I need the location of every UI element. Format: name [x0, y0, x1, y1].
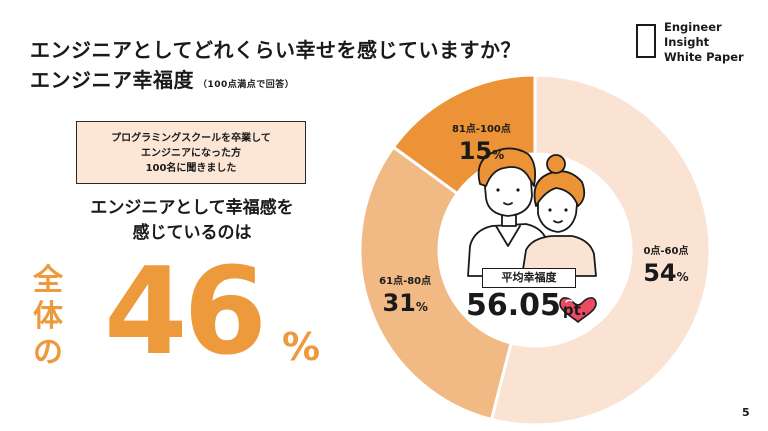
slice-value-number: 54 [643, 258, 677, 287]
slice-value-unit: % [676, 269, 689, 284]
slice-label-1: 0点-60点 54% [631, 245, 701, 291]
headline-prefix-char: の [33, 335, 63, 370]
logo-line-1: Engineer [664, 20, 722, 34]
slice-value-number: 31 [382, 288, 416, 317]
donut-slices [358, 73, 712, 427]
slide-subtitle: エンジニア幸福度 （100点満点で回答） [30, 64, 294, 93]
average-label-badge: 平均幸福度 [482, 268, 576, 288]
donut-slice-1 [489, 73, 712, 427]
headline-line-2: 感じているのは [132, 223, 252, 243]
survey-note-line-3: 100名に聞きました [145, 163, 237, 174]
slice-value: 31% [370, 289, 440, 321]
slice-category: 0点-60点 [643, 245, 689, 257]
headline-prefix-char: 体 [33, 299, 63, 334]
slice-value: 54% [631, 259, 701, 291]
headline-percentage-unit: % [282, 325, 321, 369]
slice-label-3: 81点-100点 15% [441, 123, 521, 169]
slice-value-unit: % [492, 147, 505, 162]
headline: エンジニアとして幸福感を 感じているのは [72, 196, 312, 246]
logo-frame-icon [636, 24, 656, 58]
average-unit: pt. [562, 301, 587, 319]
slice-label-2: 61点-80点 31% [370, 275, 440, 321]
logo-line-2: Insight [664, 35, 710, 49]
publication-logo: Engineer Insight White Paper [636, 20, 756, 70]
logo-text: Engineer Insight White Paper [664, 20, 744, 65]
survey-note-box: プログラミングスクールを卒業して エンジニアになった方 100名に聞きました [76, 121, 306, 184]
logo-line-3: White Paper [664, 50, 744, 64]
donut-slice-2 [358, 145, 513, 422]
headline-prefix: 全体の [30, 263, 66, 371]
slice-category: 81点-100点 [451, 123, 511, 135]
headline-prefix-char: 全 [33, 263, 63, 298]
slice-value-number: 15 [458, 136, 493, 165]
slice-value-unit: % [415, 299, 428, 314]
slice-value: 15% [441, 137, 521, 169]
subtitle-note: （100点満点で回答） [198, 80, 295, 90]
subtitle-text: エンジニア幸福度 [30, 68, 194, 92]
average-number: 56.05 [466, 288, 561, 323]
average-value: 56.05 pt. [466, 288, 587, 328]
slice-category: 61点-80点 [379, 275, 432, 287]
headline-percentage-value: 46 [104, 243, 267, 382]
donut-slice-3 [391, 73, 537, 196]
couple-illustration [467, 147, 597, 323]
headline-line-1: エンジニアとして幸福感を [90, 198, 294, 218]
survey-note-line-2: エンジニアになった方 [141, 148, 241, 159]
survey-note-line-1: プログラミングスクールを卒業して [111, 133, 271, 144]
page-number: 5 [742, 406, 750, 419]
slide-title: エンジニアとしてどれくらい幸せを感じていますか？ [30, 38, 521, 62]
